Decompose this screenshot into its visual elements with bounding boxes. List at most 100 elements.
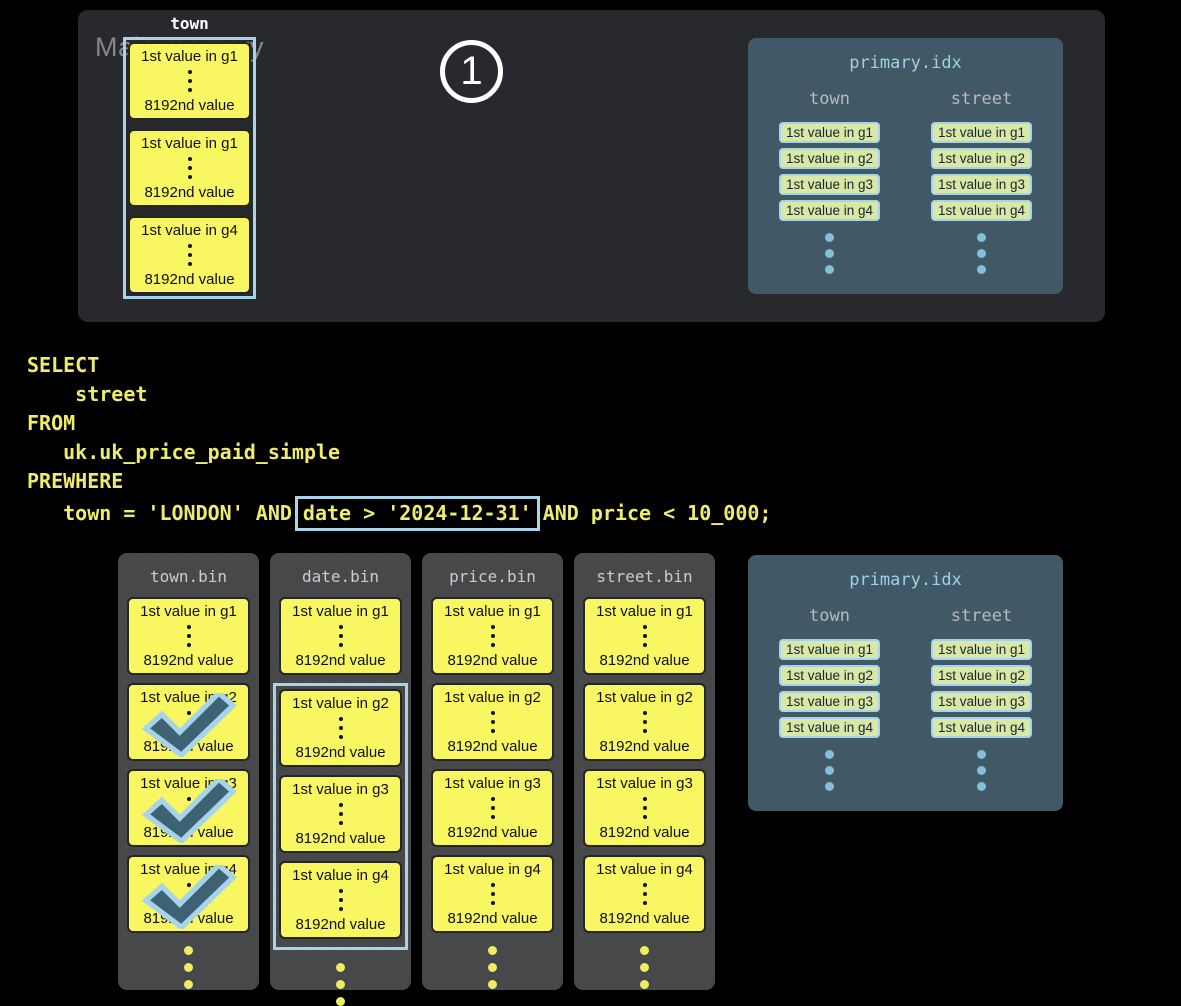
- sql-highlight-box: date > '2024-12-31': [294, 496, 540, 531]
- granule-first-value: 1st value in g4: [292, 867, 389, 884]
- ellipsis-dot: [642, 806, 647, 810]
- ellipsis-dot: [488, 946, 497, 955]
- ellipsis-dot: [186, 797, 191, 801]
- ellipsis-dot: [642, 797, 647, 801]
- sql-line: SELECT: [27, 353, 100, 377]
- ellipsis-dot: [490, 797, 495, 801]
- ellipsis-dot: [187, 157, 192, 161]
- granule-first-value: 1st value in g3: [292, 781, 389, 798]
- ellipsis-dot: [977, 265, 986, 274]
- granule-last-value: 8192nd value: [599, 823, 690, 841]
- idx-entry-chip: 1st value in g2: [930, 148, 1033, 169]
- idx-column-header: street: [950, 89, 1013, 109]
- memory-column-label: town: [170, 14, 209, 33]
- granule-last-value: 8192nd value: [447, 823, 538, 841]
- idx-entry-chip: 1st value in g4: [930, 200, 1033, 221]
- ellipsis-dot: [186, 883, 191, 887]
- ellipsis-dot: [184, 946, 193, 955]
- memory-column: town 1st value in g1 8192nd value 1st valu…: [123, 14, 256, 299]
- ellipsis-dot: [825, 750, 834, 759]
- granule-block: 1st value in g2 8192nd value: [279, 689, 402, 767]
- idx-column: town 1st value in g1 1st value in g2 1st va…: [765, 606, 895, 791]
- bin-ellipsis-dots: [184, 946, 193, 989]
- ellipsis-dot: [338, 634, 343, 638]
- ellipsis-dot: [338, 735, 343, 739]
- idx-ellipsis-dots: [825, 233, 834, 274]
- idx-ellipsis-dots: [977, 233, 986, 274]
- granule-first-value: 1st value in g2: [596, 689, 693, 706]
- idx-entry-chip: 1st value in g2: [778, 665, 881, 686]
- idx-entry-chip: 1st value in g2: [778, 148, 881, 169]
- check-icon: [141, 693, 237, 757]
- bin-panel: street.bin 1st value in g1 8192nd value 1st…: [574, 553, 715, 990]
- ellipsis-dot: [490, 643, 495, 647]
- bin-title: street.bin: [596, 567, 693, 586]
- idx-column-header: town: [809, 606, 850, 626]
- ellipsis-dot: [642, 901, 647, 905]
- granule-ellipsis: [490, 797, 495, 819]
- ellipsis-dot: [187, 88, 192, 92]
- sql-line: PREWHERE: [27, 469, 124, 493]
- ellipsis-dot: [490, 729, 495, 733]
- granule-ellipsis: [490, 883, 495, 905]
- granule-last-value: 8192nd value: [599, 651, 690, 669]
- ellipsis-dot: [642, 625, 647, 629]
- idx-entry-chip: 1st value in g3: [930, 691, 1033, 712]
- granule-block: 1st value in g1 8192nd value: [279, 597, 402, 675]
- ellipsis-dot: [186, 625, 191, 629]
- check-icon: [141, 865, 237, 929]
- ellipsis-dot: [977, 249, 986, 258]
- bin-title: town.bin: [149, 567, 228, 586]
- granule-ellipsis: [642, 625, 647, 647]
- ellipsis-dot: [187, 166, 192, 170]
- idx-entry-chip: 1st value in g1: [930, 122, 1033, 143]
- idx-entry-chip: 1st value in g4: [778, 200, 881, 221]
- ellipsis-dot: [338, 726, 343, 730]
- sql-line: uk.uk_price_paid_simple: [27, 440, 341, 464]
- idx-entry-chip: 1st value in g3: [930, 174, 1033, 195]
- granule-block: 1st value in g4 8192nd value: [128, 216, 251, 294]
- idx-entry-chip: 1st value in g1: [930, 639, 1033, 660]
- ellipsis-dot: [825, 766, 834, 775]
- granule-block: 1st value in g1 8192nd value: [128, 42, 251, 120]
- granule-last-value: 8192nd value: [447, 737, 538, 755]
- step-1-badge: 1: [440, 40, 503, 103]
- ellipsis-dot: [338, 625, 343, 629]
- ellipsis-dot: [488, 963, 497, 972]
- ellipsis-dot: [338, 803, 343, 807]
- granule-ellipsis: [490, 711, 495, 733]
- granule-last-value: 8192nd value: [144, 270, 235, 288]
- granule-block: 1st value in g3 8192nd value: [279, 775, 402, 853]
- ellipsis-dot: [977, 233, 986, 242]
- granule-block: 1st value in g1 8192nd value: [127, 597, 250, 675]
- ellipsis-dot: [977, 766, 986, 775]
- ellipsis-dot: [977, 782, 986, 791]
- ellipsis-dot: [490, 625, 495, 629]
- ellipsis-dot: [642, 892, 647, 896]
- granule-last-value: 8192nd value: [144, 96, 235, 114]
- bin-panel: date.bin 1st value in g1 8192nd value 1st v…: [270, 553, 411, 1006]
- granule-ellipsis: [490, 625, 495, 647]
- ellipsis-dot: [187, 253, 192, 257]
- bin-panel: town.bin 1st value in g1 8192nd value 1st v…: [118, 553, 259, 990]
- idx-entry-chip: 1st value in g4: [778, 717, 881, 738]
- ellipsis-dot: [490, 720, 495, 724]
- granule-ellipsis: [187, 70, 192, 92]
- granule-first-value: 1st value in g4: [444, 861, 541, 878]
- idx-column: street 1st value in g1 1st value in g2 1st …: [917, 89, 1047, 274]
- ellipsis-dot: [184, 980, 193, 989]
- memory-column-highlight-box: 1st value in g1 8192nd value 1st value in …: [123, 37, 256, 299]
- sql-where-line: town = 'LONDON' AND date > '2024-12-31' …: [27, 496, 771, 531]
- granule-first-value: 1st value in g4: [141, 222, 238, 239]
- ellipsis-dot: [642, 729, 647, 733]
- sql-query: SELECT street FROM uk.uk_price_paid_simp…: [27, 351, 771, 531]
- granule-last-value: 8192nd value: [295, 915, 386, 933]
- sql-line: FROM: [27, 411, 76, 435]
- bin-ellipsis-dots: [488, 946, 497, 989]
- primary-idx-columns: town 1st value in g1 1st value in g2 1st va…: [748, 606, 1063, 791]
- primary-idx-panel-bottom: primary.idx town 1st value in g1 1st value…: [748, 555, 1063, 811]
- granule-first-value: 1st value in g1: [141, 48, 238, 65]
- granule-block: 1st value in g4 8192nd value: [279, 861, 402, 939]
- ellipsis-dot: [825, 233, 834, 242]
- ellipsis-dot: [338, 812, 343, 816]
